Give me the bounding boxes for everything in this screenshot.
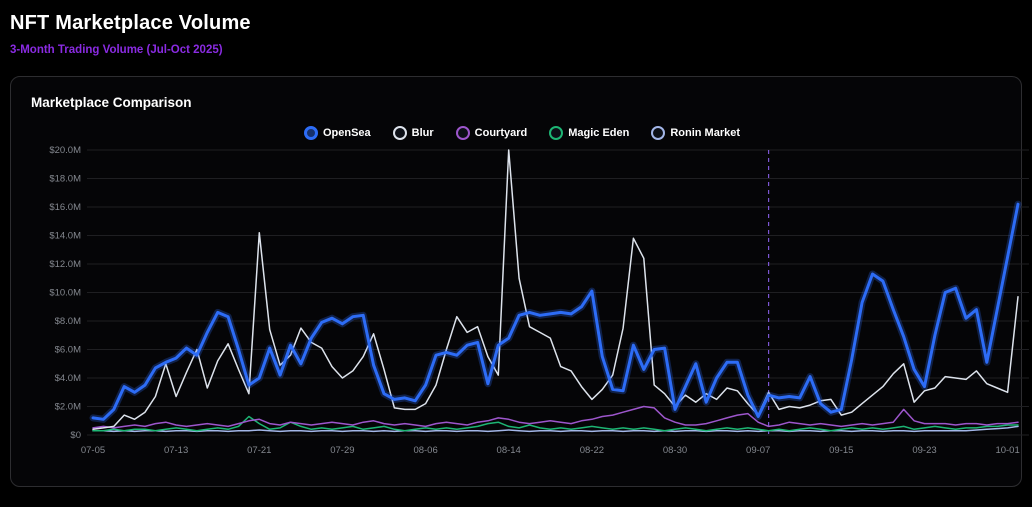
y-tick-label: $6.0M bbox=[55, 345, 81, 356]
y-tick-label: $8.0M bbox=[55, 316, 81, 327]
y-tick-label: $16.0M bbox=[49, 202, 81, 213]
legend-label: Blur bbox=[411, 127, 434, 139]
x-tick-label: 08-30 bbox=[663, 445, 687, 456]
chart-wrap: $0 $2.0M $4.0M $6.0M $8.0M $10.0M $12.0M $14.0M… bbox=[31, 144, 1029, 480]
y-tick-label: $4.0M bbox=[55, 373, 81, 384]
chart-card: Marketplace Comparison OpenSea Blur Courty… bbox=[10, 76, 1029, 487]
y-tick-label: $12.0M bbox=[49, 259, 81, 270]
legend-label: Magic Eden bbox=[568, 127, 630, 139]
legend-label: OpenSea bbox=[322, 127, 371, 139]
legend-item-opensea[interactable]: OpenSea bbox=[303, 126, 371, 140]
legend-item-blur[interactable]: Blur bbox=[392, 126, 434, 140]
x-tick-label: 07-05 bbox=[81, 445, 105, 456]
x-tick-label: 07-13 bbox=[164, 445, 188, 456]
x-tick-label: 08-22 bbox=[580, 445, 604, 456]
legend-marker-icon bbox=[392, 126, 407, 140]
x-tick-label: 07-29 bbox=[330, 445, 354, 456]
y-tick-label: $10.0M bbox=[49, 288, 81, 299]
series-line-courtyard bbox=[92, 405, 1019, 429]
series-line-magic-eden bbox=[92, 415, 1019, 432]
y-grid: $0 $2.0M $4.0M $6.0M $8.0M $10.0M $12.0M $14.0M… bbox=[49, 145, 1029, 441]
y-tick-label: $14.0M bbox=[49, 231, 81, 242]
legend-marker-icon bbox=[455, 126, 470, 140]
legend-label: Ronin Market bbox=[670, 127, 741, 139]
x-tick-label: 08-06 bbox=[413, 445, 437, 456]
page: NFT Marketplace Volume 3-Month Trading V… bbox=[10, 12, 1029, 487]
page-title: NFT Marketplace Volume bbox=[10, 12, 251, 34]
series-line-opensea bbox=[91, 202, 1020, 421]
legend-label: Courtyard bbox=[474, 127, 528, 139]
legend-item-ronin-market[interactable]: Ronin Market bbox=[651, 126, 740, 140]
x-tick-label: 09-07 bbox=[746, 445, 770, 456]
x-tick-label: 07-21 bbox=[247, 445, 271, 456]
chart-legend: OpenSea Blur Courtyard Magic Eden Ronin Mark… bbox=[31, 124, 1013, 142]
y-tick-label: $20.0M bbox=[49, 145, 81, 156]
legend-marker-icon bbox=[549, 126, 564, 140]
x-tick-label: 10-01 bbox=[995, 445, 1019, 456]
legend-item-courtyard[interactable]: Courtyard bbox=[455, 126, 528, 140]
marketplace-volume-line-chart: $0 $2.0M $4.0M $6.0M $8.0M $10.0M $12.0M $14.0M… bbox=[49, 145, 1029, 456]
y-tick-label: $2.0M bbox=[55, 402, 81, 413]
y-tick-label: $18.0M bbox=[49, 174, 81, 185]
page-subtitle: 3-Month Trading Volume (Jul-Oct 2025) bbox=[10, 44, 223, 56]
x-axis-labels: 07-05 07-13 07-21 07-29 08-06 08-14 08-22 08-30… bbox=[81, 445, 1020, 456]
chart-card-title: Marketplace Comparison bbox=[31, 95, 192, 110]
legend-item-magic-eden[interactable]: Magic Eden bbox=[549, 126, 629, 140]
x-tick-label: 08-14 bbox=[497, 445, 521, 456]
legend-marker-icon bbox=[303, 126, 318, 140]
x-tick-label: 09-23 bbox=[912, 445, 936, 456]
series-line-blur bbox=[92, 149, 1019, 431]
legend-marker-icon bbox=[651, 126, 666, 140]
x-tick-label: 09-15 bbox=[829, 445, 853, 456]
series-line-ronin-market bbox=[92, 425, 1019, 433]
y-tick-label: $0 bbox=[70, 430, 81, 441]
